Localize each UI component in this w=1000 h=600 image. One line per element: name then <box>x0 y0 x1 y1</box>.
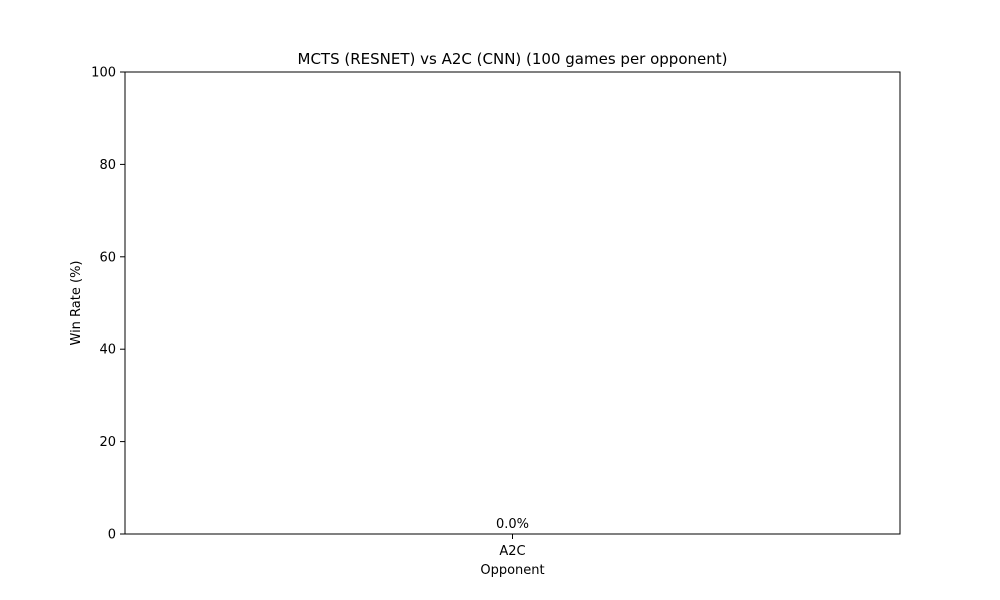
y-tick-label: 60 <box>99 250 116 265</box>
plot-frame <box>124 71 901 535</box>
x-axis: A2C <box>499 534 526 559</box>
x-axis-label: Opponent <box>480 563 544 578</box>
chart-title: MCTS (RESNET) vs A2C (CNN) (100 games pe… <box>298 50 728 68</box>
x-tick-label: A2C <box>499 544 525 559</box>
y-tick-label: 40 <box>99 343 116 358</box>
bars: 0.0% <box>496 517 529 532</box>
y-tick-label: 0 <box>108 528 116 543</box>
y-axis: 0 20 40 60 80 100 <box>91 66 125 543</box>
bar-value-label: 0.0% <box>496 517 529 532</box>
y-tick-label: 20 <box>99 435 116 450</box>
y-tick-label: 100 <box>91 66 116 81</box>
y-axis-label: Win Rate (%) <box>69 261 84 346</box>
plot-area <box>124 71 901 535</box>
y-tick-label: 80 <box>99 158 116 173</box>
